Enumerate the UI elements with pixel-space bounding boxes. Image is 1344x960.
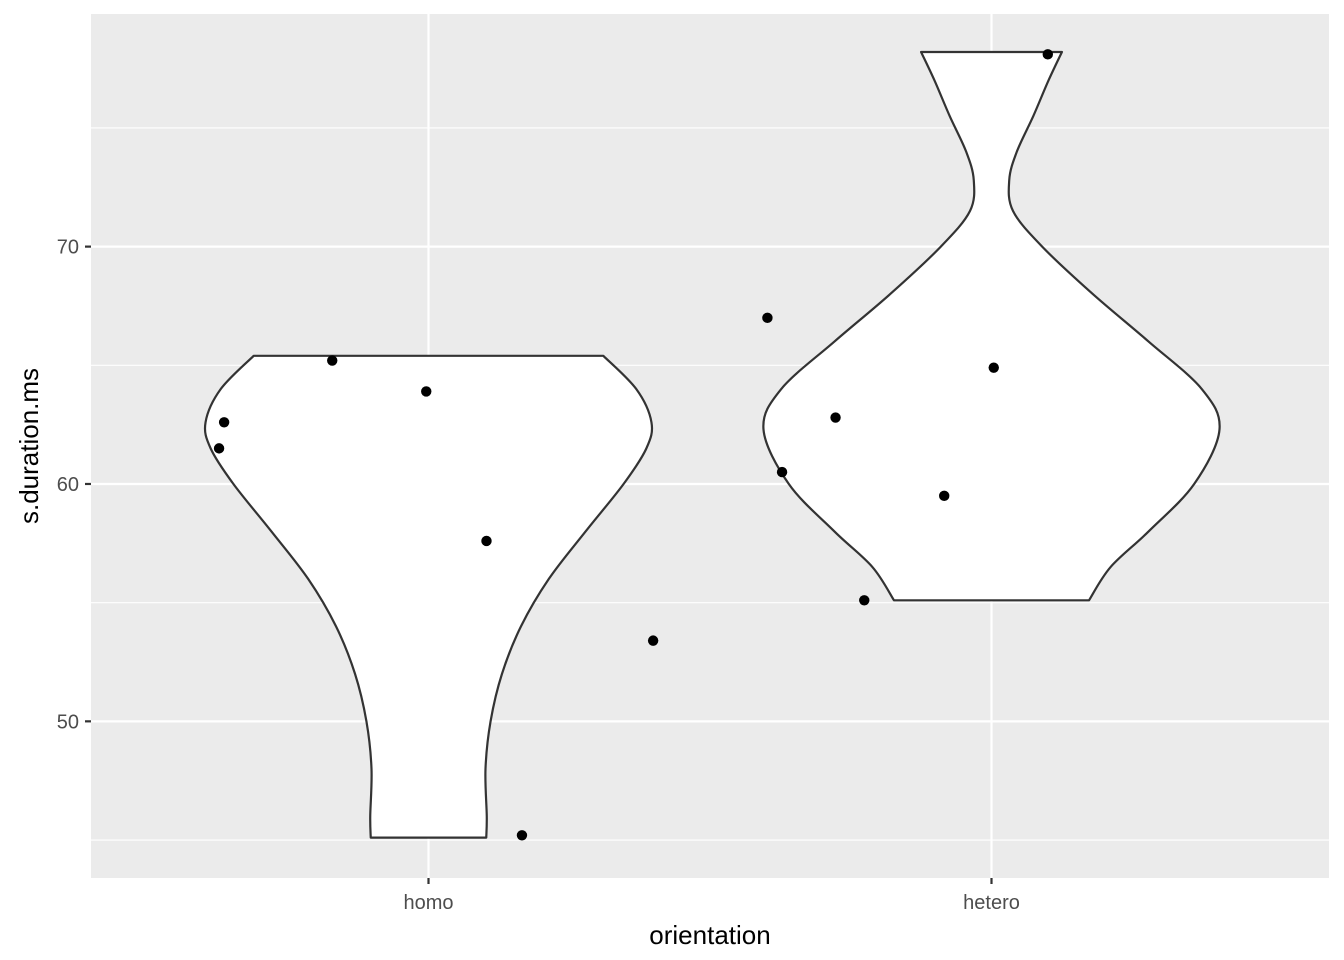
data-point-hetero (859, 595, 870, 606)
violin-hetero (762, 50, 1221, 602)
data-point-hetero (776, 466, 788, 478)
y-tick-label: 50 (57, 711, 79, 733)
data-point-homo (647, 635, 659, 646)
y-axis: 50 60 70 (57, 237, 91, 733)
data-points (213, 49, 1054, 841)
violins (203, 50, 1221, 839)
x-tick-label-hetero: hetero (963, 892, 1020, 914)
data-point-hetero (762, 312, 773, 324)
data-point-homo (421, 386, 432, 397)
y-tick-label: 70 (57, 237, 79, 259)
data-point-homo (213, 443, 225, 454)
data-point-homo (516, 830, 528, 841)
data-point-hetero (830, 412, 841, 423)
violin-homo (203, 354, 654, 839)
y-tick-label: 60 (57, 474, 79, 496)
x-axis: homo hetero (403, 878, 1020, 914)
x-tick-label-homo: homo (403, 892, 453, 914)
data-point-homo (481, 535, 492, 547)
y-axis-title: s.duration.ms (14, 368, 44, 524)
data-point-hetero (939, 490, 950, 502)
x-axis-title: orientation (649, 920, 770, 950)
data-point-homo (218, 417, 230, 428)
data-point-hetero (988, 362, 999, 373)
data-point-homo (327, 355, 338, 366)
data-point-hetero (1042, 49, 1054, 60)
